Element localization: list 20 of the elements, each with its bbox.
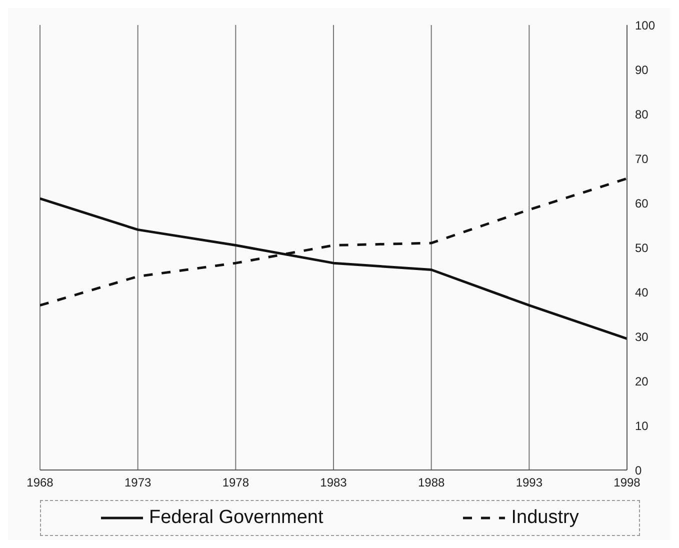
- y-tick-label: 30: [635, 330, 649, 344]
- y-tick-label: 60: [635, 196, 649, 210]
- x-tick-label: 1983: [320, 476, 348, 490]
- legend-label: Industry: [510, 507, 579, 529]
- legend-label: Federal Government: [148, 507, 324, 529]
- y-tick-label: 20: [635, 374, 649, 388]
- y-tick-label: 70: [635, 152, 649, 166]
- x-tick-label: 1978: [222, 476, 250, 490]
- y-tick-label: 90: [635, 62, 649, 77]
- y-tick-label: 100: [635, 18, 656, 32]
- x-tick-label: 1993: [516, 476, 543, 490]
- x-tick-label: 1998: [614, 476, 641, 490]
- x-tick-label: 1968: [26, 476, 54, 490]
- y-tick-label: 80: [635, 107, 649, 122]
- y-tick-label: 10: [635, 418, 649, 433]
- y-tick-label: 40: [635, 285, 649, 300]
- y-tick-label: 0: [635, 463, 642, 478]
- x-tick-label: 1988: [418, 476, 446, 490]
- y-tick-label: 50: [635, 240, 649, 255]
- x-tick-label: 1973: [124, 476, 152, 490]
